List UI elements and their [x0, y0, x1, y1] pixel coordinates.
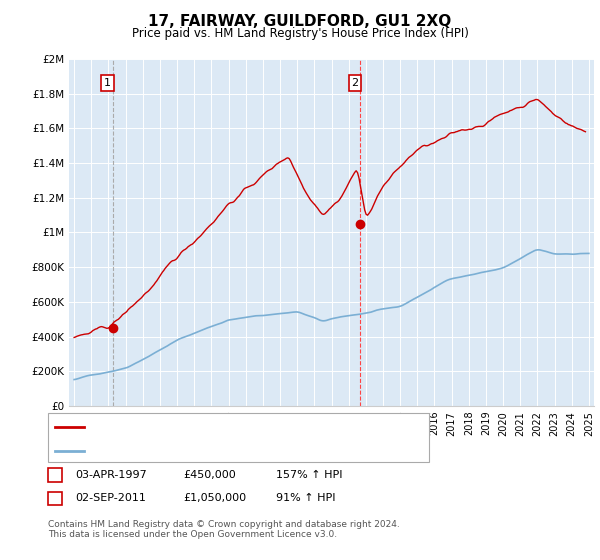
Text: 1: 1 [52, 470, 59, 480]
Text: 17, FAIRWAY, GUILDFORD, GU1 2XQ: 17, FAIRWAY, GUILDFORD, GU1 2XQ [148, 14, 452, 29]
Text: HPI: Average price, detached house, Guildford: HPI: Average price, detached house, Guil… [89, 446, 347, 456]
Text: £450,000: £450,000 [183, 470, 236, 480]
Text: Contains HM Land Registry data © Crown copyright and database right 2024.
This d: Contains HM Land Registry data © Crown c… [48, 520, 400, 539]
Text: 02-SEP-2011: 02-SEP-2011 [75, 493, 146, 503]
Text: 157% ↑ HPI: 157% ↑ HPI [276, 470, 343, 480]
Text: 03-APR-1997: 03-APR-1997 [75, 470, 147, 480]
Text: 2: 2 [352, 78, 359, 88]
Text: 1: 1 [104, 78, 111, 88]
Text: Price paid vs. HM Land Registry's House Price Index (HPI): Price paid vs. HM Land Registry's House … [131, 27, 469, 40]
Text: 2: 2 [52, 493, 59, 503]
Text: £1,050,000: £1,050,000 [183, 493, 246, 503]
Text: 17, FAIRWAY, GUILDFORD, GU1 2XQ (detached house): 17, FAIRWAY, GUILDFORD, GU1 2XQ (detache… [89, 422, 390, 432]
Text: 91% ↑ HPI: 91% ↑ HPI [276, 493, 335, 503]
